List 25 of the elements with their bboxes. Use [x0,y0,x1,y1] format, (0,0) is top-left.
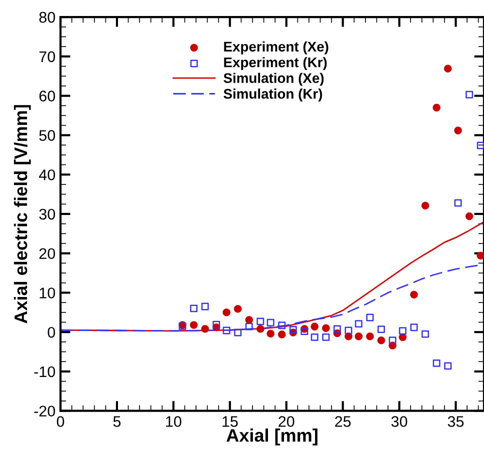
legend-label: Experiment (Kr) [224,57,327,70]
y-tick-label: 40 [39,169,56,180]
x-tick-label: 0 [56,416,64,427]
y-tick-label: 60 [39,90,56,102]
legend-label: Simulation (Kr) [224,88,322,102]
y-tick-label: 0 [48,326,56,338]
y-tick-label: 70 [39,51,56,62]
y-tick-label: 50 [39,130,56,141]
y-tick-label: -10 [34,366,56,378]
legend-label: Simulation (Xe) [224,72,324,86]
legend-label: Experiment (Xe) [224,41,328,54]
y-tick-label: 20 [39,248,56,260]
x-tick-label: 30 [391,416,408,427]
x-tick-label: 5 [113,416,121,427]
y-tick-label: 80 [39,12,56,23]
y-tick-label: 10 [40,288,56,298]
x-tick-label: 20 [278,416,294,427]
y-tick-label: 30 [39,208,56,220]
x-tick-label: 15 [222,416,238,427]
y-axis-title: Axial electric field [V/mm] [14,105,31,324]
x-axis-title: Axial [mm] [226,428,318,446]
x-tick-label: 25 [335,416,351,427]
x-tick-label: 35 [448,416,464,427]
x-tick-label: 10 [166,416,182,427]
y-tick-label: -20 [34,406,56,417]
